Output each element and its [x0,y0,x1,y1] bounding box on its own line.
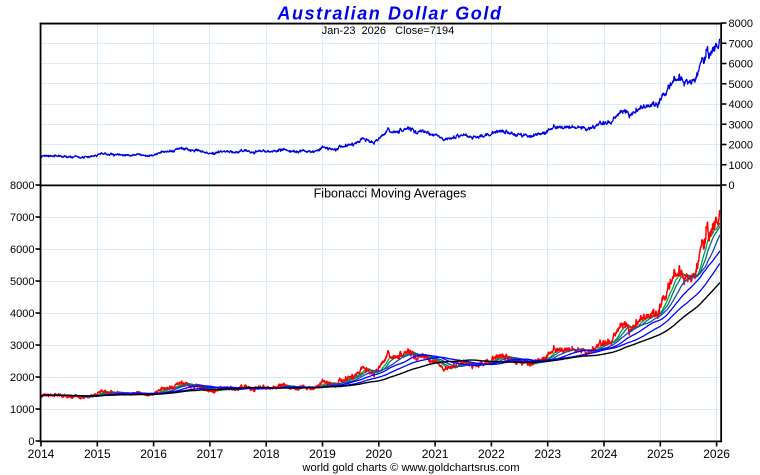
svg-text:2026: 2026 [703,447,730,461]
svg-text:7000: 7000 [10,212,34,224]
svg-text:8000: 8000 [10,180,34,192]
svg-text:Fibonacci Moving Averages: Fibonacci Moving Averages [314,186,467,200]
svg-text:2017: 2017 [197,447,224,461]
svg-text:2022: 2022 [478,447,505,461]
svg-text:4000: 4000 [10,308,34,320]
svg-text:2023: 2023 [534,447,561,461]
svg-text:4000: 4000 [729,99,753,111]
svg-text:world gold charts © www.goldch: world gold charts © www.goldchartsrus.co… [301,462,519,474]
svg-text:3000: 3000 [729,119,753,131]
svg-text:0: 0 [28,436,34,448]
svg-text:2021: 2021 [422,447,449,461]
svg-text:6000: 6000 [10,244,34,256]
svg-text:2025: 2025 [647,447,674,461]
svg-text:2015: 2015 [84,447,111,461]
svg-text:2014: 2014 [28,447,55,461]
svg-text:2000: 2000 [10,372,34,384]
svg-text:2019: 2019 [309,447,336,461]
svg-text:3000: 3000 [10,340,34,352]
svg-text:6000: 6000 [729,59,753,71]
svg-text:8000: 8000 [729,18,753,30]
svg-text:2024: 2024 [591,447,618,461]
svg-text:2016: 2016 [140,447,167,461]
svg-text:5000: 5000 [729,79,753,91]
svg-text:2000: 2000 [729,140,753,152]
svg-text:0: 0 [729,180,735,192]
svg-text:7000: 7000 [729,38,753,50]
svg-text:2018: 2018 [253,447,280,461]
svg-text:Jan-23 2026 Close=7194: Jan-23 2026 Close=7194 [322,25,454,37]
svg-text:1000: 1000 [10,404,34,416]
svg-text:5000: 5000 [10,276,34,288]
svg-text:Australian Dollar Gold: Australian Dollar Gold [276,4,502,24]
svg-text:2020: 2020 [365,447,392,461]
svg-text:1000: 1000 [729,160,753,172]
